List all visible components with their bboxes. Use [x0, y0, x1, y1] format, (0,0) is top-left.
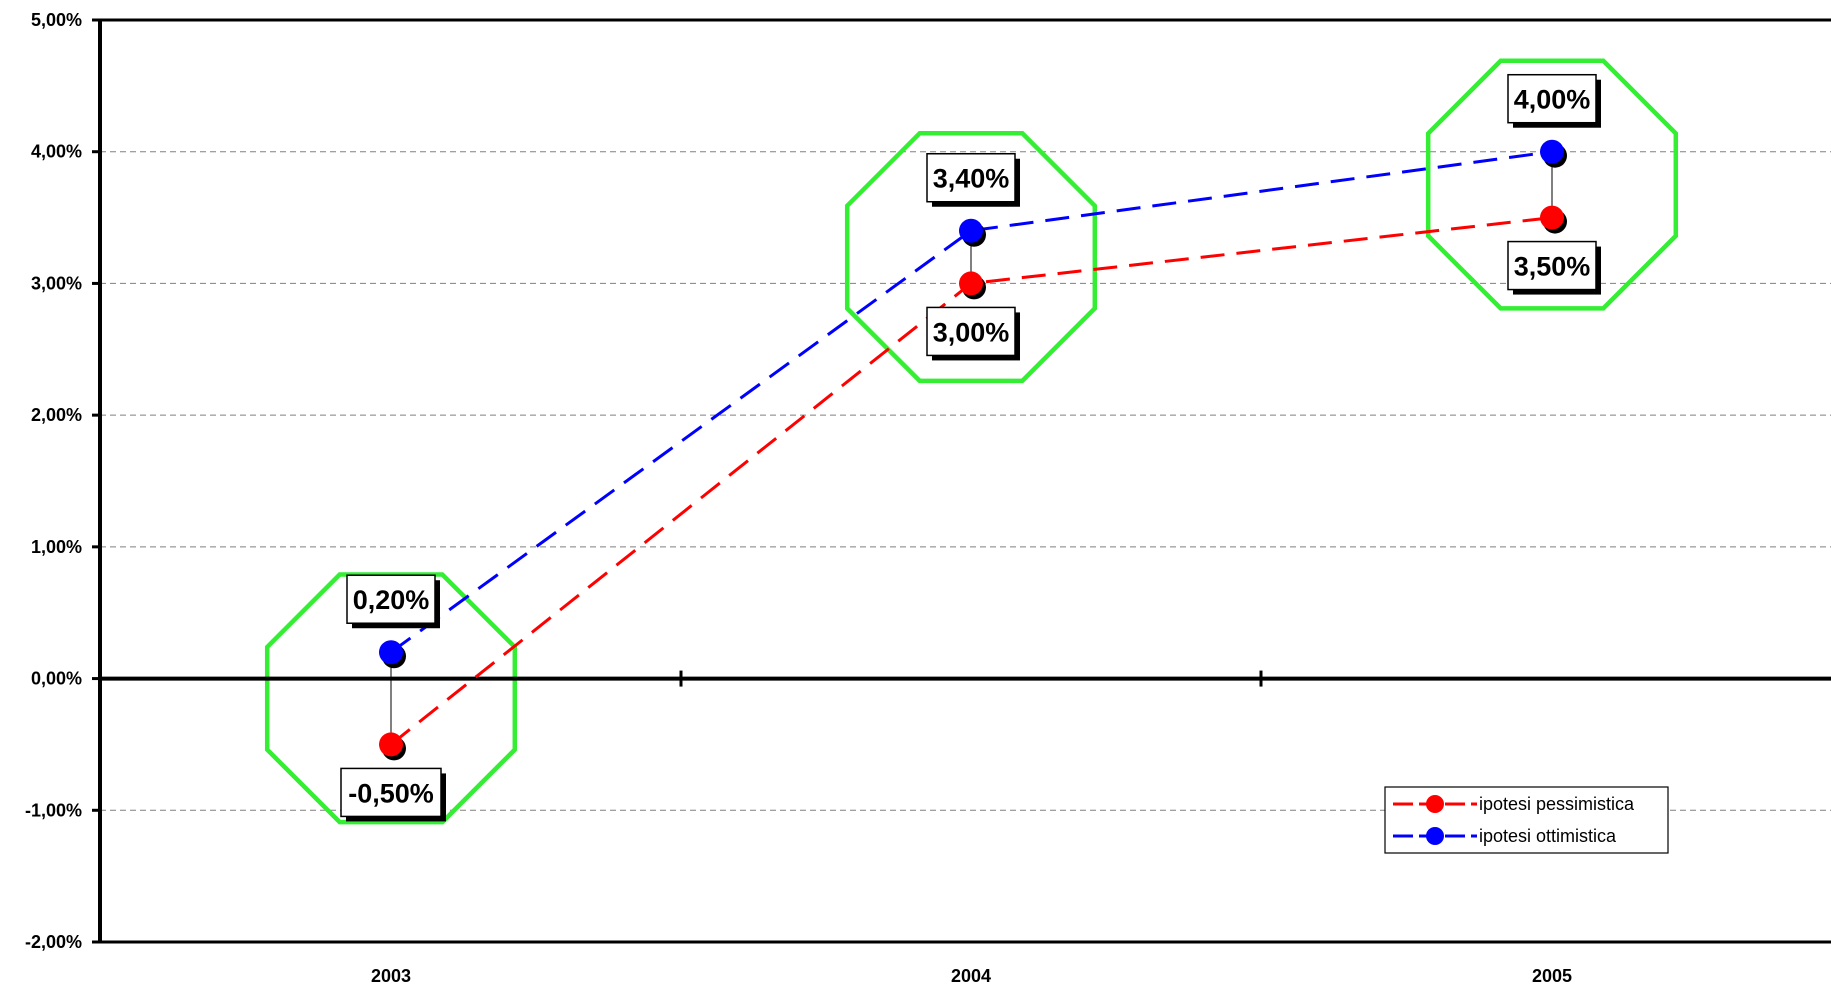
gridlines [100, 19, 1831, 811]
x-tick-label: 2005 [1532, 966, 1572, 986]
highlight-octagon [1425, 58, 1679, 311]
y-tick-label: 4,00% [31, 142, 82, 162]
data-label-box [346, 574, 436, 624]
x-tick-label: 2003 [371, 966, 411, 986]
data-label-box [926, 152, 1016, 203]
data-point [1540, 139, 1564, 164]
y-tick-label: 1,00% [31, 537, 82, 557]
x-tick-labels: 2003 2004 2005 [371, 966, 1572, 986]
data-point [1540, 205, 1564, 230]
data-label-text: -0,50% [348, 778, 434, 808]
series-line-ipotesi-ottimistica [390, 150, 1553, 654]
legend-label: ipotesi pessimistica [1479, 794, 1635, 814]
data-label-text: 4,00% [1514, 85, 1591, 115]
data-label: 3,00% [926, 306, 1020, 361]
data-point [379, 640, 403, 665]
data-label-box [340, 767, 442, 818]
y-tick-label: -1,00% [25, 800, 82, 820]
highlight-octagon [844, 131, 1098, 384]
x-tick-label: 2004 [951, 966, 991, 986]
legend-marker [1426, 795, 1444, 813]
legend-marker [1426, 827, 1444, 845]
y-tick-label: 3,00% [31, 273, 82, 293]
data-point [959, 271, 983, 296]
data-label-box [1507, 73, 1597, 124]
data-label-text: 0,20% [353, 585, 430, 615]
y-tick-label: 0,00% [31, 669, 82, 689]
axes [92, 18, 1831, 944]
data-label-text: 3,50% [1514, 252, 1591, 282]
data-point [379, 732, 403, 757]
data-label-box [926, 306, 1016, 357]
highlight-octagon [264, 572, 518, 825]
series-markers [379, 139, 1567, 761]
highlight-octagons [264, 58, 1679, 825]
data-label-text: 3,40% [933, 164, 1010, 194]
data-label: -0,50% [340, 767, 446, 822]
y-tick-labels: 5,00% 4,00% 3,00% 2,00% 1,00% 0,00% -1,00% -2,0… [25, 10, 82, 952]
data-label-text: 3,00% [933, 317, 1010, 347]
legend: ipotesi pessimistica ipotesi ottimistica [1384, 786, 1669, 854]
data-point [959, 218, 983, 243]
data-label: 3,50% [1507, 240, 1601, 295]
data-label-box [1507, 240, 1597, 291]
data-labels: 0,20% -0,50% 3,40% 3,00% 4,00% 3,50% [340, 73, 1601, 822]
data-label: 3,40% [926, 152, 1020, 207]
y-tick-label: 2,00% [31, 405, 82, 425]
legend-label: ipotesi ottimistica [1479, 826, 1617, 846]
data-label: 4,00% [1507, 73, 1601, 128]
y-tick-label: -2,00% [25, 932, 82, 952]
y-tick-label: 5,00% [31, 10, 82, 30]
data-label: 0,20% [346, 574, 440, 629]
